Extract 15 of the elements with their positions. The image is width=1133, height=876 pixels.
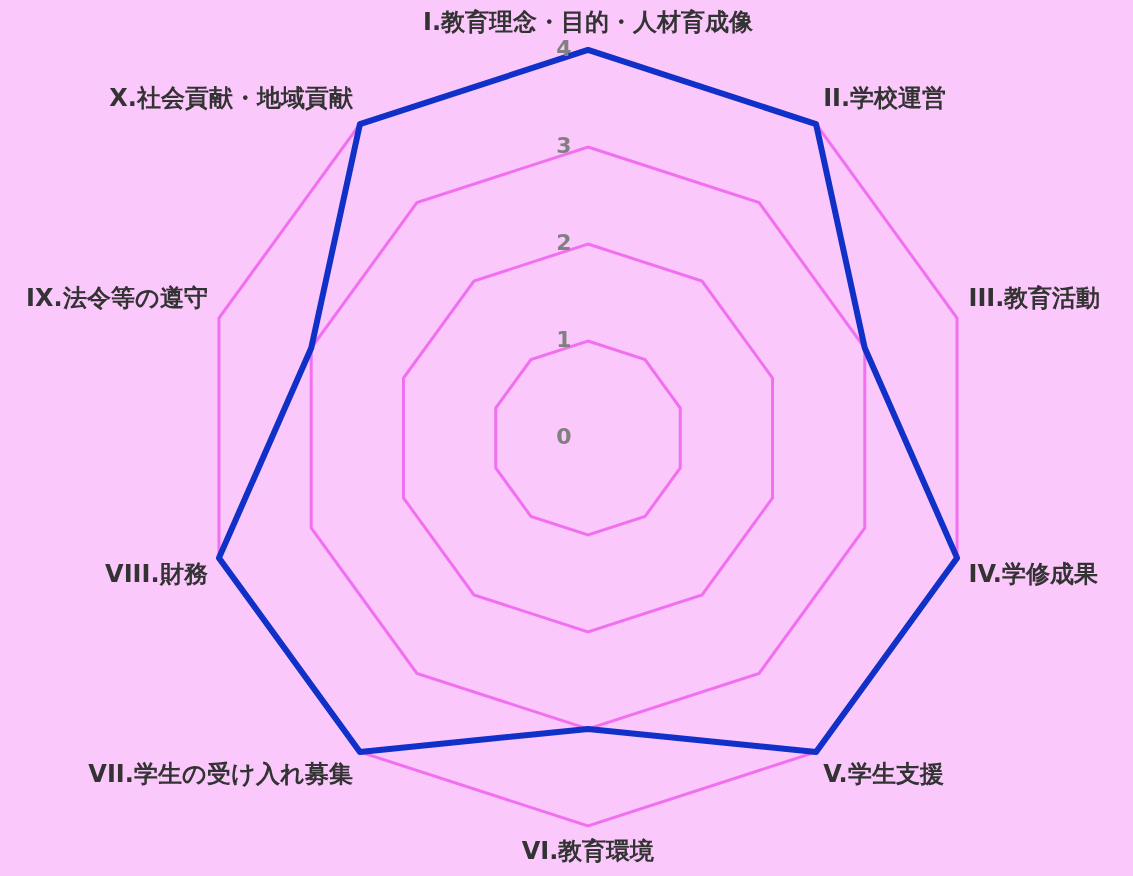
spoke-label: IX.法令等の遵守 (25, 284, 208, 313)
y-tick-label: 0 (556, 423, 572, 449)
spoke-label: VI.教育環境 (521, 836, 655, 865)
spoke-label: IV.学修成果 (968, 560, 1098, 589)
spoke-label: II.学校運営 (823, 84, 947, 113)
spoke-label: V.学生支援 (823, 760, 944, 789)
spoke-label: VIII.財務 (105, 560, 208, 589)
spoke-label: X.社会貢献・地域貢献 (109, 84, 354, 113)
spoke-label: VII.学生の受け入れ募集 (88, 760, 353, 789)
spoke-label: III.教育活動 (968, 284, 1101, 313)
y-tick-label: 1 (556, 326, 572, 352)
y-tick-label: 4 (556, 35, 572, 61)
y-tick-label: 3 (556, 132, 572, 158)
y-tick-label: 2 (556, 229, 572, 255)
spoke-label: I.教育理念・目的・人材育成像 (422, 7, 755, 36)
